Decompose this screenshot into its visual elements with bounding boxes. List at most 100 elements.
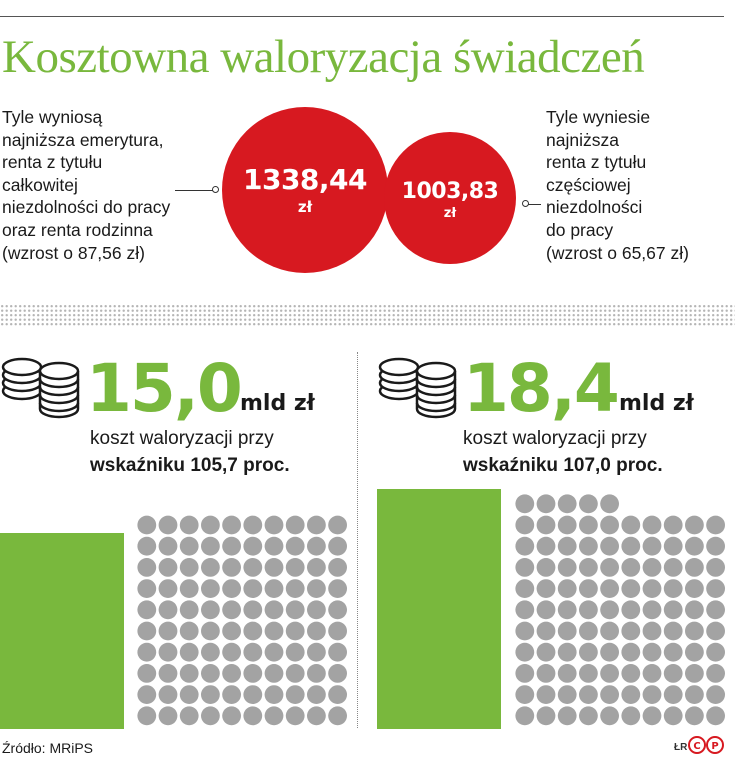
left-grey-dot (222, 621, 241, 641)
right-grey-dot (600, 664, 619, 683)
left-grey-dot (285, 558, 305, 577)
left-grey-dot (137, 664, 157, 683)
left-grey-dot (264, 664, 284, 683)
left-grey-dot (158, 621, 178, 641)
partial-disability-unit: zł (443, 206, 457, 221)
left-grey-dot (137, 706, 157, 726)
left-grey-dot (137, 621, 157, 641)
top-rule (0, 16, 724, 17)
left-grey-dot (158, 558, 178, 577)
right-grey-dot (642, 642, 662, 662)
right-grey-dot (557, 621, 577, 641)
left-grey-dot (285, 706, 305, 726)
left-leader-line (175, 190, 215, 191)
left-desc-line: (wzrost o 87,56 zł) (2, 242, 145, 263)
right-grey-dot (621, 664, 641, 683)
panel-divider (357, 352, 358, 728)
right-grey-dot (685, 515, 704, 535)
left-grey-dot (307, 600, 326, 620)
left-grey-dot (264, 706, 284, 726)
right-dot-grid (515, 494, 725, 726)
left-grey-dot (201, 664, 220, 683)
left-grey-dot (264, 600, 284, 620)
left-grey-dot (179, 664, 199, 683)
right-grey-dot (706, 579, 725, 598)
left-description: Tyle wyniosą najniższa emerytura, renta … (2, 106, 217, 264)
right-leader-dot (522, 200, 529, 207)
right-grey-dot (663, 515, 683, 535)
right-grey-dot (600, 536, 619, 556)
left-grey-dot (328, 642, 347, 662)
right-grey-dot (685, 685, 704, 704)
left-grey-dot (201, 685, 220, 704)
coin-stack-icon (1, 357, 80, 419)
right-grey-dot (706, 706, 725, 726)
left-grey-dot (222, 579, 241, 598)
right-grey-dot (557, 515, 577, 535)
right-desc-line: Tyle wyniesie (546, 107, 651, 127)
left-grey-dot (222, 536, 241, 556)
right-grey-dot (600, 579, 619, 598)
right-grey-dot (536, 579, 556, 598)
right-grey-dot (685, 706, 704, 726)
lowest-pension-unit: zł (297, 198, 313, 216)
right-grey-dot (536, 536, 556, 556)
left-grey-dot (243, 685, 263, 704)
left-green-block (0, 533, 124, 729)
left-grey-dot (328, 579, 347, 598)
right-grey-dot (663, 706, 683, 726)
right-amount-unit: mld zł (619, 391, 694, 416)
right-grey-dot (706, 558, 725, 577)
left-grey-dot (285, 579, 305, 598)
right-grey-dot (706, 600, 725, 620)
right-grey-dot (536, 494, 556, 514)
left-desc-line: oraz renta rodzinna (2, 219, 153, 240)
left-desc-line: renta z tytułu (2, 152, 103, 173)
right-grey-dot (536, 664, 556, 683)
left-grey-dot (243, 536, 263, 556)
right-grey-dot (663, 685, 683, 704)
left-grey-dot (137, 685, 157, 704)
left-grey-dot (285, 515, 305, 535)
left-grey-dot (285, 664, 305, 683)
right-grey-dot (536, 706, 556, 726)
right-grey-dot (663, 558, 683, 577)
right-grey-dot (642, 558, 662, 577)
source-note: Źródło: MRiPS (2, 740, 94, 756)
left-grey-dot (285, 600, 305, 620)
right-grey-dot (685, 642, 704, 662)
lowest-pension-circle: 1338,44 zł (222, 107, 388, 273)
cp-logo-letter-c: C (693, 741, 700, 752)
left-grey-dot (243, 706, 263, 726)
left-grey-dot (201, 558, 220, 577)
left-grey-dot (285, 536, 305, 556)
right-grey-dot (642, 664, 662, 683)
left-grey-dot (179, 558, 199, 577)
right-green-block (377, 489, 501, 729)
left-grey-dot (328, 515, 347, 535)
left-leader-dot (212, 186, 219, 193)
left-grey-dot (222, 664, 241, 683)
left-grey-dot (307, 515, 326, 535)
right-grey-dot (685, 664, 704, 683)
right-grey-dot (621, 558, 641, 577)
left-grey-dot (264, 579, 284, 598)
left-grey-dot (243, 515, 263, 535)
left-grey-dot (158, 536, 178, 556)
right-grey-dot (557, 664, 577, 683)
left-grey-dot (137, 642, 157, 662)
left-grey-dot (179, 642, 199, 662)
left-desc-line: Tyle wyniosą (2, 107, 103, 127)
right-grey-dot (579, 706, 598, 726)
right-grey-dot (557, 642, 577, 662)
coin-stack-icon (378, 357, 457, 419)
right-desc-line: niezdolności (546, 197, 643, 218)
right-desc-line: częściowej (546, 174, 631, 195)
right-grey-dot (706, 621, 725, 641)
left-grey-dot (137, 600, 157, 620)
left-grey-dot (264, 558, 284, 577)
right-grey-dot (515, 600, 535, 620)
left-grey-dot (243, 664, 263, 683)
left-grey-dot (243, 621, 263, 641)
right-grey-dot (579, 642, 598, 662)
